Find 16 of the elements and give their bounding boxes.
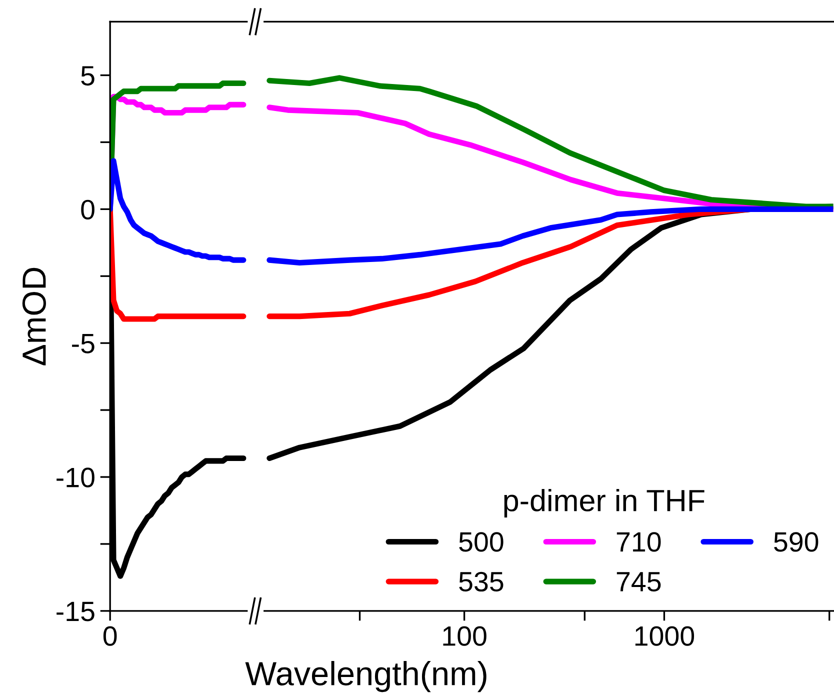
legend-label: 500 — [459, 532, 504, 552]
legend-label: 590 — [774, 532, 818, 552]
legend-title: p-dimer in THF — [504, 488, 704, 518]
legend-label: 535 — [459, 572, 504, 592]
y-tick-label: -5 — [72, 334, 94, 354]
legend-label: 710 — [616, 532, 661, 552]
x-axis-title: Wavelength(nm) — [245, 661, 486, 692]
y-tick-label: -15 — [56, 602, 94, 622]
x-tick-label: 1000 — [635, 626, 694, 646]
y-axis-title: ΔmOD — [22, 268, 46, 366]
x-tick-label: 0 — [103, 626, 117, 646]
y-tick-label: -10 — [56, 468, 94, 488]
x-tick-label: 100 — [443, 626, 486, 646]
y-tick-label: 5 — [81, 66, 94, 86]
y-tick-label: 0 — [81, 200, 94, 220]
legend-label: 745 — [616, 572, 661, 592]
